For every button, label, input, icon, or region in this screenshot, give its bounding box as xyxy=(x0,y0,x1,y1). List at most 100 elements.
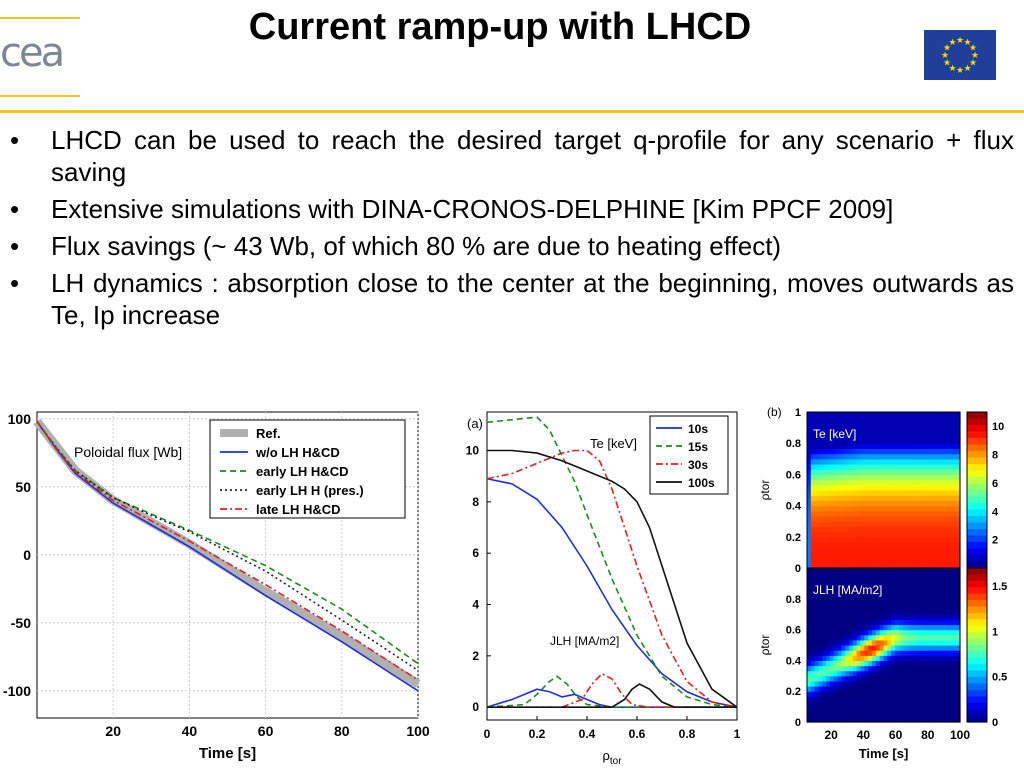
heatmap-cell xyxy=(841,479,846,486)
heatmap-cell xyxy=(864,706,869,713)
heatmap-cell xyxy=(872,526,877,533)
heatmap-cell xyxy=(883,526,888,533)
heatmap-cell xyxy=(837,510,843,517)
heatmap-cell xyxy=(860,438,865,444)
heatmap-cell xyxy=(914,573,919,579)
heatmap-cell xyxy=(872,536,877,543)
heatmap-cell xyxy=(956,578,961,584)
heatmap-cell xyxy=(872,716,877,723)
heatmap-cell xyxy=(879,655,885,661)
heatmap-cell xyxy=(814,696,820,703)
heatmap-cell xyxy=(910,645,915,651)
heatmap-cell xyxy=(898,469,904,475)
heatmap-cell xyxy=(852,526,858,533)
heatmap-cell xyxy=(872,593,877,600)
heatmap-cell xyxy=(933,598,938,605)
heatmap-cell xyxy=(818,510,823,517)
heatmap-cell xyxy=(940,583,946,590)
heatmap-cell xyxy=(910,691,915,697)
heatmap-cell xyxy=(818,609,823,615)
heatmap-cell xyxy=(856,510,862,517)
heatmap-cell xyxy=(875,547,881,553)
heatmap-cell xyxy=(906,464,911,470)
heatmap-cell xyxy=(952,696,957,703)
heatmap-cell xyxy=(841,552,846,559)
heatmap-cell xyxy=(894,588,900,595)
heatmap-cell xyxy=(910,479,915,486)
heatmap-cell xyxy=(845,500,850,507)
heatmap-cell xyxy=(864,639,869,646)
heatmap-cell xyxy=(818,696,823,703)
heatmap-cell xyxy=(891,542,896,548)
heatmap-cell xyxy=(849,711,854,718)
heatmap-cell xyxy=(868,696,873,703)
heatmap-cell xyxy=(807,568,812,574)
heatmap-cell xyxy=(814,665,820,672)
heatmap-cell xyxy=(917,510,923,517)
heatmap-cell xyxy=(837,568,843,574)
heatmap-cell xyxy=(807,583,812,590)
heatmap-cell xyxy=(914,609,919,615)
heatmap-cell xyxy=(925,568,930,574)
y-tick-label: 100 xyxy=(8,411,32,427)
heatmap-cell xyxy=(826,427,831,434)
heatmap-cell xyxy=(952,639,957,646)
heatmap-cell xyxy=(921,458,927,465)
heatmap-cell xyxy=(910,516,915,522)
heatmap-cell xyxy=(917,417,923,423)
heatmap-cell xyxy=(910,583,915,590)
heatmap-cell xyxy=(841,438,846,444)
heatmap-cell xyxy=(841,660,846,667)
heatmap-cell xyxy=(822,645,827,651)
heatmap-cell xyxy=(875,716,881,723)
heatmap-cell xyxy=(849,557,854,564)
heatmap-cell xyxy=(852,542,858,548)
heatmap-cell xyxy=(898,516,904,522)
heatmap-cell xyxy=(902,568,908,574)
heatmap-cell xyxy=(875,593,881,600)
heatmap-cell xyxy=(940,670,946,677)
heatmap-cell xyxy=(864,675,869,682)
heatmap-cell xyxy=(807,552,812,559)
heatmap-cell xyxy=(921,505,927,512)
heatmap-cell xyxy=(868,432,873,439)
colorbar-cell xyxy=(967,496,987,504)
heatmap-cell xyxy=(868,619,873,626)
heatmap-cell xyxy=(814,479,820,486)
heatmap-cell xyxy=(826,711,831,718)
heatmap-cell xyxy=(937,691,942,697)
heatmap-cell xyxy=(860,464,865,470)
heatmap-cell xyxy=(914,469,919,475)
colorbar-cell xyxy=(967,464,987,472)
colorbar-cell xyxy=(967,425,987,433)
heatmap-cell xyxy=(952,609,957,615)
heatmap-cell xyxy=(925,562,930,569)
heatmap-cell xyxy=(891,438,896,444)
heatmap-cell xyxy=(914,629,919,636)
heatmap-cell xyxy=(872,443,877,449)
heatmap-cell xyxy=(956,650,961,656)
heatmap-cell xyxy=(849,624,854,631)
heatmap-cell xyxy=(914,645,919,651)
heatmap-cell xyxy=(856,526,862,533)
heatmap-cell xyxy=(891,562,896,569)
heatmap-cell xyxy=(868,614,873,620)
heatmap-cell xyxy=(864,505,869,512)
heatmap-cell xyxy=(902,691,908,697)
heatmap-cell xyxy=(837,598,843,605)
heatmap-cell xyxy=(849,696,854,703)
heatmap-cell xyxy=(937,614,942,620)
heatmap-cell xyxy=(818,619,823,626)
heatmap-cell xyxy=(807,696,812,703)
heatmap-cell xyxy=(910,521,915,527)
heatmap-cell xyxy=(898,675,904,682)
heatmap-cell xyxy=(818,716,823,723)
heatmap-cell xyxy=(868,547,873,553)
heatmap-cell xyxy=(887,598,892,605)
heatmap-cell xyxy=(917,650,923,656)
heatmap-cell xyxy=(917,711,923,718)
heatmap-cell xyxy=(937,593,942,600)
heatmap-cell xyxy=(921,578,927,584)
heatmap-cell xyxy=(917,526,923,533)
heatmap-cell xyxy=(887,443,892,449)
